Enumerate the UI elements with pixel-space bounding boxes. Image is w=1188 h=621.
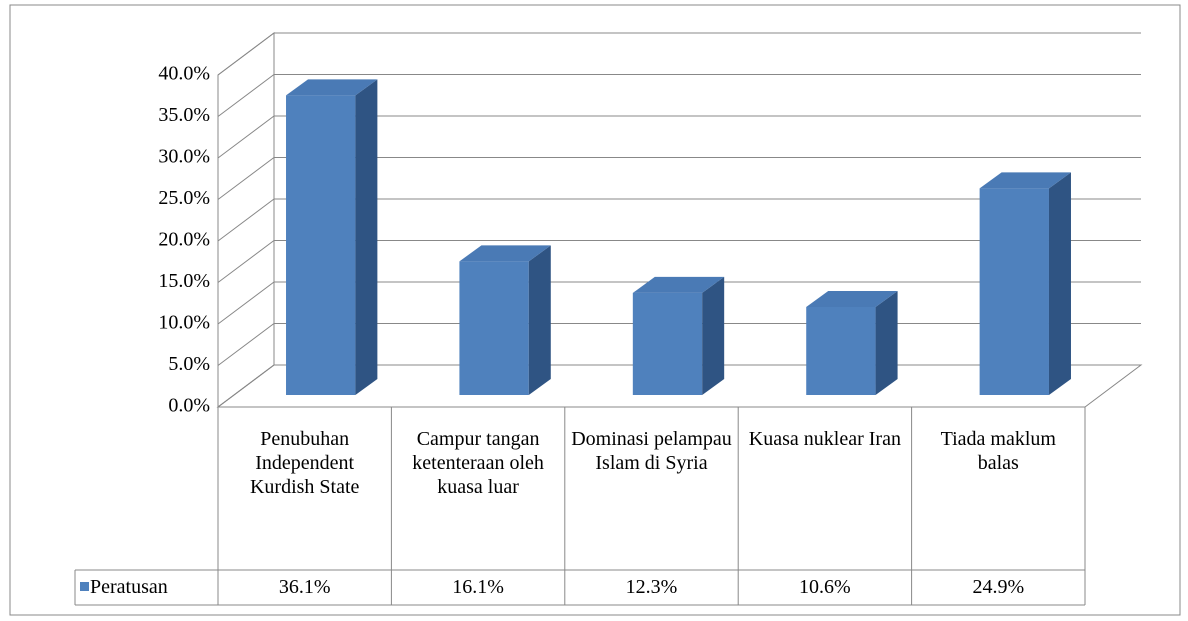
- legend-label: Peratusan: [90, 576, 168, 598]
- y-tick-label: 20.0%: [158, 229, 210, 251]
- category-label: Tiada maklum balas: [940, 428, 1056, 474]
- category-label: Kuasa nuklear Iran: [748, 428, 901, 450]
- legend-swatch: [80, 582, 89, 591]
- y-tick-label: 25.0%: [158, 187, 210, 209]
- bar-face: [459, 245, 551, 262]
- category-label: Campur tangan ketenteraan oleh kuasa lua…: [412, 428, 544, 498]
- bar-face: [1048, 172, 1071, 395]
- bar-face: [806, 291, 898, 308]
- y-tick-label: 0.0%: [168, 395, 210, 417]
- data-table-value: 24.9%: [972, 576, 1025, 598]
- grid-line: [217, 115, 1141, 159]
- grid-line: [217, 198, 1141, 242]
- y-tick-label: 35.0%: [158, 104, 210, 126]
- grid-line: [217, 281, 1141, 325]
- grid-line: [217, 32, 1141, 76]
- y-tick-label: 5.0%: [168, 353, 210, 375]
- category-label: Dominasi pelampau Islam di Syria: [571, 428, 732, 474]
- bar: [459, 245, 551, 395]
- bar-face: [632, 276, 725, 293]
- bar: [632, 276, 725, 395]
- bar-face: [979, 188, 1049, 395]
- bar-face: [875, 291, 898, 395]
- grid-line: [217, 74, 1141, 117]
- bar-face: [459, 261, 529, 395]
- y-tick-label: 15.0%: [158, 270, 210, 292]
- data-table-value: 10.6%: [799, 576, 851, 598]
- data-table-value: 36.1%: [278, 576, 331, 598]
- y-tick-label: 30.0%: [158, 146, 210, 168]
- data-table-value: 16.1%: [452, 576, 504, 598]
- chart-border: [9, 4, 1181, 616]
- bar-face: [702, 276, 725, 395]
- y-tick-label: 40.0%: [158, 63, 210, 85]
- bar: [979, 172, 1071, 395]
- grid-line: [217, 157, 1141, 200]
- bar-face: [286, 79, 378, 96]
- bar: [286, 79, 378, 396]
- y-tick-label: 10.0%: [158, 312, 210, 334]
- data-table-value: 12.3%: [625, 576, 678, 598]
- bar-face: [979, 172, 1071, 189]
- bar-face: [528, 245, 551, 395]
- bar-face: [806, 307, 876, 395]
- grid-line: [217, 240, 1141, 283]
- category-label: Penubuhan Independent Kurdish State: [249, 428, 360, 498]
- bar: [806, 291, 898, 395]
- bar-face: [286, 95, 356, 396]
- bar-face: [355, 79, 378, 396]
- bar-face: [632, 292, 703, 395]
